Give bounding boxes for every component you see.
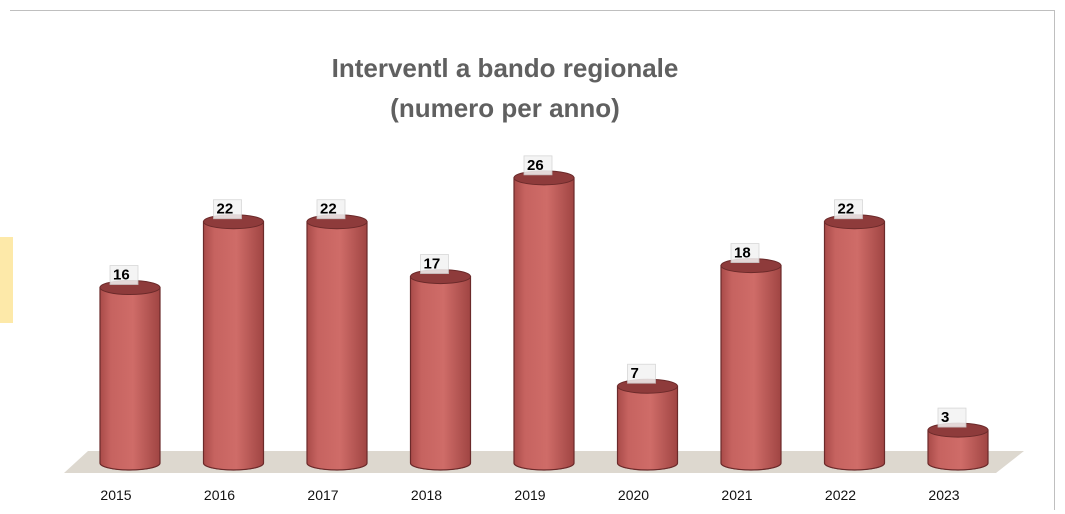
bar-body-2015: [99, 286, 161, 471]
data-label-box-2020: [627, 363, 656, 384]
bar-2015: [99, 280, 161, 471]
x-tick-label-2021: 2021: [721, 487, 752, 503]
data-label-box-2019: [523, 155, 553, 176]
bar-2021: [720, 258, 782, 471]
data-label-box-2018: [420, 254, 449, 274]
bar-body-2019: [513, 177, 575, 471]
chart-subtitle: (numero per anno): [390, 93, 620, 123]
data-label-2018: 17: [424, 256, 441, 273]
x-tick-label-2016: 2016: [204, 487, 235, 503]
bar-body-2023: [927, 429, 989, 471]
data-label-2023: 3: [941, 409, 949, 426]
data-label-2016: 22: [217, 201, 234, 218]
data-label-box-2021: [730, 243, 760, 264]
bar-2018: [409, 269, 472, 471]
data-label-box-2017: [316, 199, 346, 220]
data-label-2021: 18: [734, 245, 751, 262]
bar-2017: [306, 214, 368, 471]
labels-layer: 16 2015 22 2016 22 2017 17 2018 26 2019 7 2020 18 202…: [100, 155, 967, 503]
data-label-2019: 26: [527, 157, 544, 174]
bar-2022: [823, 214, 886, 471]
bar-body-2021: [720, 265, 782, 471]
data-label-box-2022: [834, 199, 863, 220]
bar-2019: [513, 170, 575, 471]
chart-title-block: Interventl a bando regionale (numero per…: [250, 48, 760, 128]
x-tick-label-2018: 2018: [411, 487, 442, 503]
bar-2020: [616, 378, 679, 471]
bar-body-2017: [306, 221, 368, 471]
chart-title: Interventl a bando regionale: [331, 53, 679, 83]
bar-2023: [927, 422, 989, 471]
data-label-box-2016: [213, 199, 242, 220]
x-tick-label-2015: 2015: [100, 487, 131, 503]
bar-body-2018: [409, 275, 472, 471]
data-label-2020: 7: [631, 365, 639, 382]
bars-layer: [99, 170, 989, 471]
data-label-2015: 16: [113, 267, 130, 284]
x-tick-label-2020: 2020: [618, 487, 649, 503]
x-tick-label-2022: 2022: [825, 487, 856, 503]
data-label-box-2015: [109, 265, 139, 285]
bar-2016: [202, 214, 265, 471]
chart-frame: [10, 10, 1055, 510]
bar-body-2016: [202, 221, 265, 471]
data-label-2022: 22: [838, 201, 855, 218]
data-label-box-2023: [937, 407, 967, 428]
x-tick-label-2017: 2017: [307, 487, 338, 503]
side-accent-bar: [0, 237, 13, 323]
x-tick-label-2019: 2019: [514, 487, 545, 503]
data-label-2017: 22: [320, 201, 337, 218]
x-tick-label-2023: 2023: [928, 487, 959, 503]
bar-body-2020: [616, 385, 679, 471]
bar-body-2022: [823, 221, 886, 471]
